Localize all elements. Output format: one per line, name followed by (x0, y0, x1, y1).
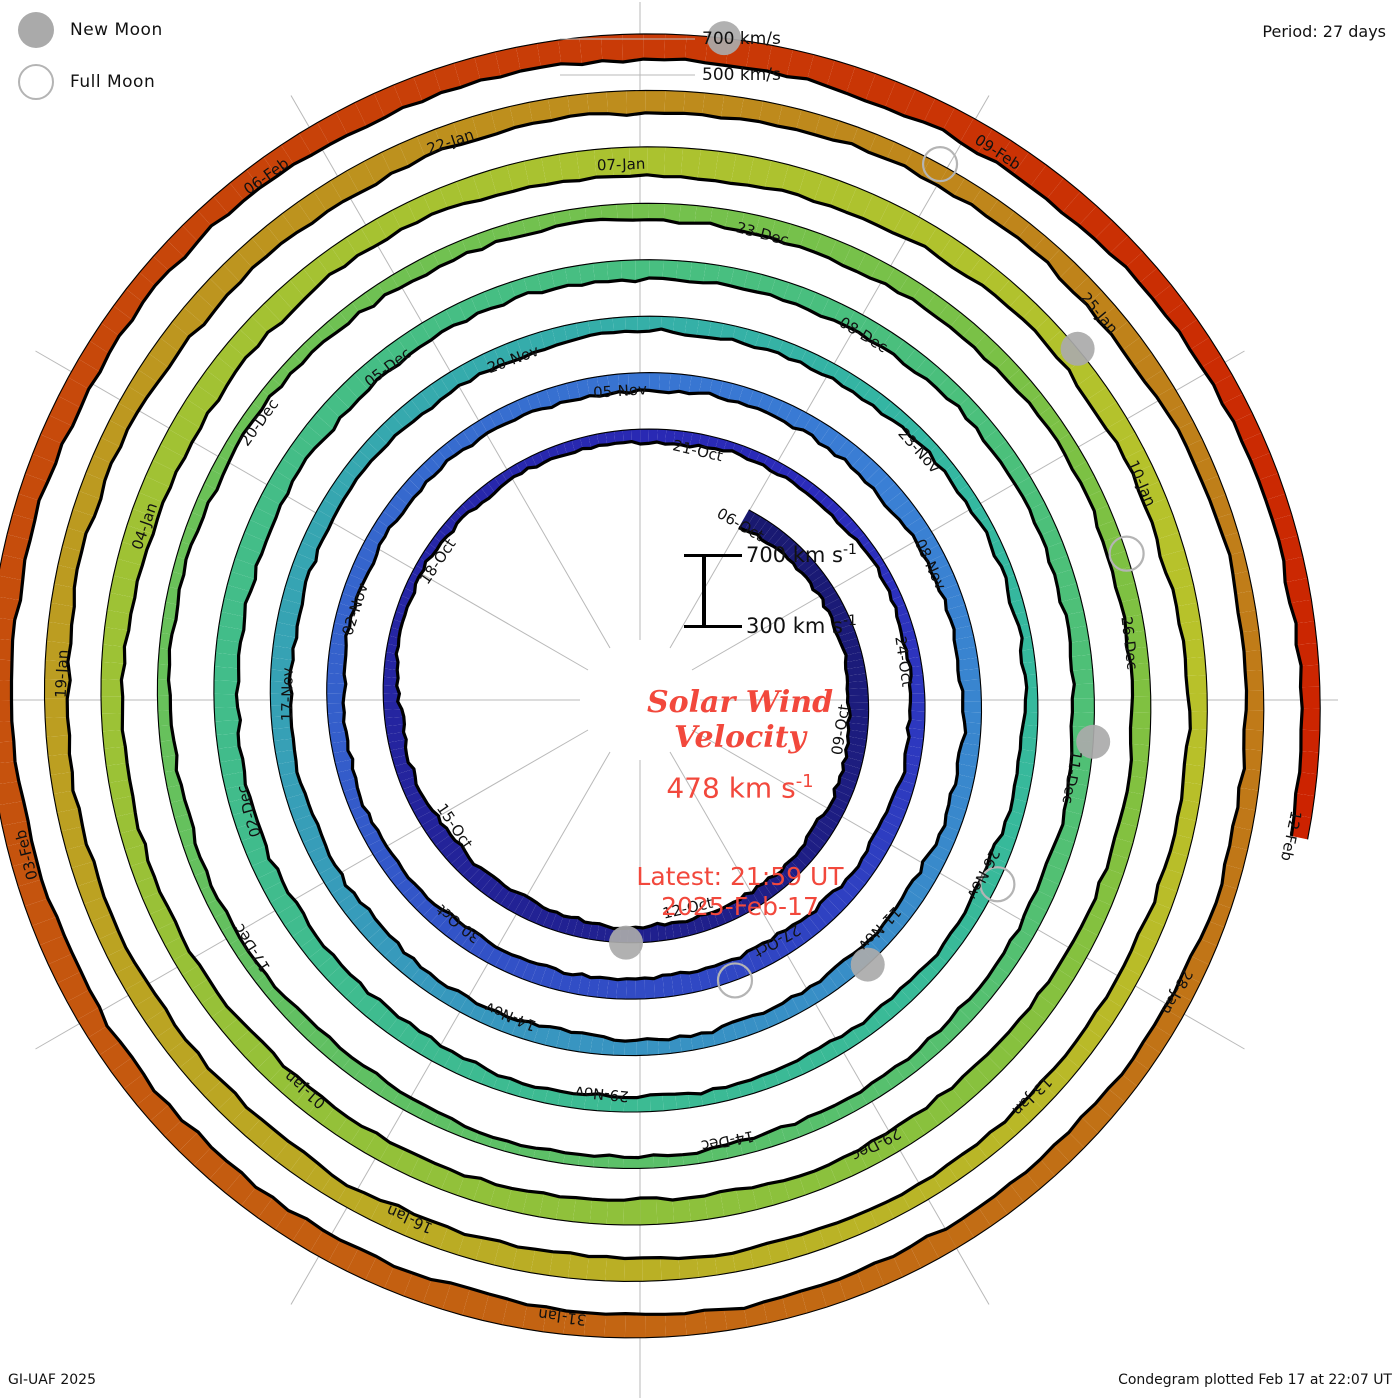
new-moon-icon (18, 12, 54, 48)
scalebar-cap-top (684, 554, 724, 557)
scalebar-tick-bottom (724, 625, 742, 628)
footer-credit: GI-UAF 2025 (8, 1372, 96, 1388)
scalebar-bottom-label: 300 km s-1 (746, 613, 857, 638)
legend-item-full-moon: Full Moon (18, 56, 163, 108)
moon-legend: New Moon Full Moon (18, 4, 163, 108)
moon-markers (609, 21, 1145, 999)
chart-title-line1: Solar Wind (646, 685, 834, 720)
radial-axis: 700 km/s 500 km/s (560, 29, 781, 85)
chart-title-line2: Velocity (674, 719, 806, 755)
period-note: Period: 27 days (1262, 22, 1386, 41)
latest-date-line: 2025-Feb-17 (661, 892, 819, 922)
date-label: 05-Nov (593, 380, 648, 401)
velocity-scalebar: 700 km s-1 300 km s-1 (672, 542, 920, 640)
latest-timestamp: Latest: 21:59 UT 2025-Feb-17 (560, 862, 920, 922)
date-label: 06-Oct (714, 504, 767, 545)
full-moon-label: Full Moon (70, 72, 156, 92)
new-moon-label: New Moon (70, 20, 163, 40)
current-velocity-value: 478 km s-1 (666, 771, 814, 805)
date-label: 19-Jan (52, 649, 72, 698)
scalebar-cap-bottom (684, 625, 724, 628)
date-label: 29-Nov (574, 1082, 629, 1105)
date-label: 17-Nov (278, 667, 297, 721)
legend-item-new-moon: New Moon (18, 4, 163, 56)
radial-tick-label: 700 km/s (702, 29, 781, 49)
scalebar-line (702, 554, 706, 628)
date-label: 12-Feb (1277, 809, 1305, 863)
scalebar-top-label: 700 km s-1 (746, 542, 857, 567)
latest-time-line: Latest: 21:59 UT (636, 862, 844, 892)
chart-title: Solar Wind Velocity (560, 685, 920, 755)
velocity-bands (0, 33, 1321, 1339)
footer-plot-time: Condegram plotted Feb 17 at 22:07 UT (1118, 1372, 1392, 1388)
radial-tick-label: 500 km/s (702, 65, 781, 85)
full-moon-icon (18, 64, 54, 100)
date-label: 31-Jan (537, 1305, 587, 1329)
date-label: 07-Jan (597, 155, 646, 175)
center-annotation: 700 km s-1 300 km s-1 Solar Wind Velocit… (560, 542, 920, 922)
scalebar-tick-top (724, 554, 742, 557)
